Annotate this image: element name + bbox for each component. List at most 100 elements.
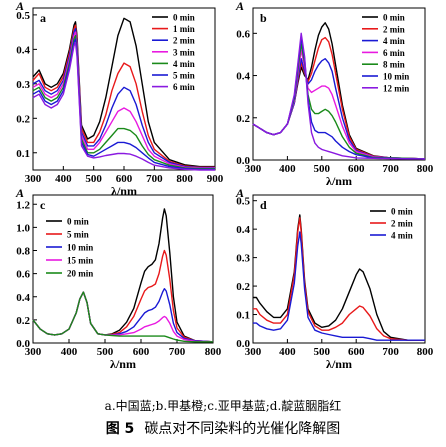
figure-label: 图 5 xyxy=(105,421,135,437)
x-tick-label: 800 xyxy=(417,163,434,175)
figure-title: 碳点对不同染料的光催化降解图 xyxy=(144,421,341,437)
panel-letter: b xyxy=(260,11,267,25)
x-axis-label: λ/nm xyxy=(111,184,137,198)
y-tick-label: 0.3 xyxy=(16,79,30,91)
legend-label: 3 min xyxy=(173,47,195,57)
legend-label: 0 min xyxy=(173,13,195,23)
legend-label: 4 min xyxy=(383,36,405,46)
legend-label: 0 min xyxy=(383,13,405,23)
x-tick-label: 300 xyxy=(245,163,262,175)
x-tick-label: 400 xyxy=(61,346,78,358)
series-line-0-min xyxy=(32,17,215,168)
series-line-2-min xyxy=(253,217,425,341)
x-tick-label: 900 xyxy=(207,173,224,185)
series-line-4-min xyxy=(32,34,215,170)
x-tick-label: 400 xyxy=(55,173,72,185)
y-tick-label: 0.8 xyxy=(16,246,30,258)
x-tick-label: 500 xyxy=(85,173,102,185)
series-line-0-min xyxy=(253,214,425,341)
x-tick-label: 500 xyxy=(314,163,331,175)
legend-label: 6 min xyxy=(383,48,405,58)
series-line-5-min xyxy=(32,38,215,170)
y-tick-label: 0.5 xyxy=(16,10,30,22)
series-line-20-min xyxy=(32,291,213,343)
legend-label: 8 min xyxy=(383,60,405,70)
y-tick-label: 0.2 xyxy=(16,315,30,327)
x-tick-label: 700 xyxy=(382,163,399,175)
y-tick-label: 0.0 xyxy=(16,338,30,350)
x-tick-label: 600 xyxy=(133,346,150,358)
panel-c: 300 400 500 600 700 800 0.0 0.2 0.4 0.6 0.8 1.0 1.2A… xyxy=(15,186,222,371)
x-tick-label: 800 xyxy=(417,346,434,358)
x-tick-label: 600 xyxy=(348,346,365,358)
x-tick-label: 400 xyxy=(279,163,296,175)
series-line-0-min xyxy=(32,208,214,343)
legend-label: 15 min xyxy=(67,256,93,266)
x-tick-label: 300 xyxy=(25,346,42,358)
y-tick-label: 0.6 xyxy=(16,269,30,281)
legend-label: 1 min xyxy=(173,24,195,34)
x-axis-label: λ/nm xyxy=(326,174,352,188)
legend-label: 6 min xyxy=(173,82,195,92)
y-axis-label: A xyxy=(235,186,244,200)
legend-label: 0 min xyxy=(67,217,89,227)
panel-b: 300 400 500 600 700 800 0.0 0.2 0.4 0.6 Aλ/nm b 0 mi… xyxy=(235,0,434,188)
y-tick-label: 0.2 xyxy=(16,113,30,125)
series-line-1-min xyxy=(32,24,215,168)
y-tick-label: 0.4 xyxy=(16,292,30,304)
legend-label: 4 min xyxy=(391,231,413,241)
panel-d: 300 400 500 600 700 800 0.0 0.1 0.2 0.3 0.4 0.5Aλ/n… xyxy=(235,186,434,371)
y-tick-label: 0.1 xyxy=(236,310,250,322)
y-axis-label: A xyxy=(15,0,24,13)
legend-label: 20 min xyxy=(67,269,93,279)
sub-caption: a.中国蓝;b.甲基橙;c.亚甲基蓝;d.靛蓝胭脂红 xyxy=(104,399,342,413)
x-tick-label: 400 xyxy=(279,346,296,358)
legend-label: 10 min xyxy=(67,243,93,253)
panel-letter: c xyxy=(40,198,46,212)
legend-label: 2 min xyxy=(383,24,405,34)
x-tick-label: 700 xyxy=(382,346,399,358)
series-line-6-min xyxy=(32,41,215,171)
x-tick-label: 300 xyxy=(245,346,262,358)
x-tick-label: 500 xyxy=(97,346,114,358)
legend-label: 4 min xyxy=(173,59,195,69)
x-axis-label: λ/nm xyxy=(326,357,352,371)
y-tick-label: 1.0 xyxy=(16,222,30,234)
y-tick-label: 0.3 xyxy=(236,253,250,265)
series-line-2-min xyxy=(32,28,215,169)
panel-a: 300 400 500 600 700 800 9000.10.20.30.40.5Aλ/n… xyxy=(15,0,224,198)
legend-label: 0 min xyxy=(391,207,413,217)
plot-frame xyxy=(252,7,426,161)
y-tick-label: 0.4 xyxy=(236,224,250,236)
y-tick-label: 0.4 xyxy=(16,44,30,56)
x-tick-label: 700 xyxy=(169,346,186,358)
legend-label: 5 min xyxy=(67,230,89,240)
y-tick-label: 0.6 xyxy=(236,28,250,40)
legend-label: 5 min xyxy=(173,71,195,81)
figure-caption: 图 5 碳点对不同染料的光催化降解图 xyxy=(0,418,446,438)
x-tick-label: 300 xyxy=(25,173,42,185)
series-line-4-min xyxy=(253,231,425,341)
y-tick-label: 0.2 xyxy=(236,113,250,125)
x-tick-label: 700 xyxy=(146,173,163,185)
y-tick-label: 0.5 xyxy=(236,196,250,208)
x-tick-label: 800 xyxy=(176,173,193,185)
y-tick-label: 0.1 xyxy=(16,148,30,160)
legend-label: 2 min xyxy=(391,219,413,229)
y-tick-label: 1.2 xyxy=(16,199,30,211)
legend-label: 12 min xyxy=(383,83,409,93)
y-tick-label: 0.4 xyxy=(236,71,250,83)
y-tick-label: 0.2 xyxy=(236,281,250,293)
x-tick-label: 800 xyxy=(205,346,222,358)
y-axis-label: A xyxy=(15,186,24,200)
y-tick-label: 0.0 xyxy=(236,155,250,167)
plot-frame xyxy=(32,194,214,344)
x-tick-label: 600 xyxy=(116,173,133,185)
legend-label: 2 min xyxy=(173,36,195,46)
x-axis-label: λ/nm xyxy=(110,357,136,371)
panel-letter: d xyxy=(260,198,267,212)
y-axis-label: A xyxy=(235,0,244,13)
series-line-5-min xyxy=(32,249,214,343)
series-line-12-min xyxy=(252,32,425,160)
